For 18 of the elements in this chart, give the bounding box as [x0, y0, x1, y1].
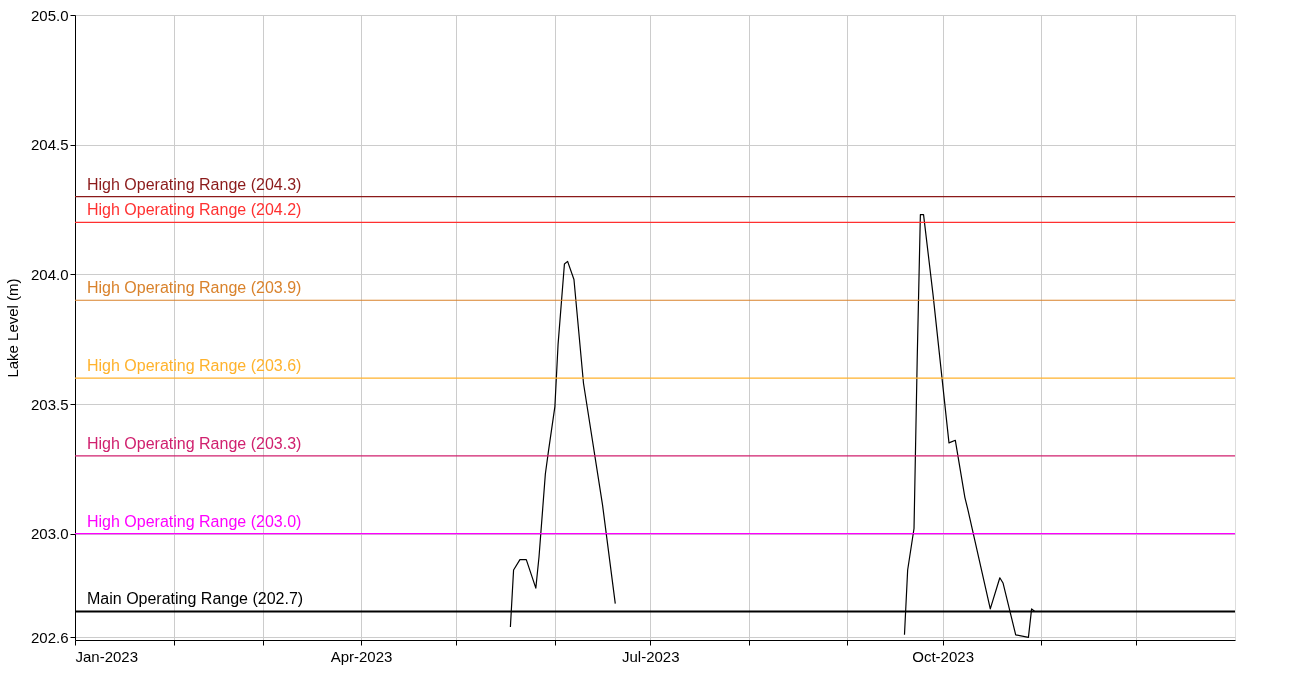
x-tick-label: Jul-2023: [621, 647, 680, 665]
ref-line-label: High Operating Range (203.0): [87, 512, 302, 530]
ref-line-label: High Operating Range (204.3): [87, 175, 302, 193]
y-tick-label: 203.0: [30, 525, 69, 543]
ref-line-label: Main Operating Range (202.7): [87, 590, 304, 608]
y-tick-label: 205.0: [30, 6, 69, 24]
x-tick-label: Apr-2023: [330, 647, 393, 665]
y-tick-label: 203.5: [30, 395, 69, 413]
x-tick-label: Oct-2023: [912, 647, 974, 665]
y-tick-label: 202.6: [30, 628, 69, 646]
x-tick-label: Jan-2023: [75, 647, 139, 665]
y-tick-label: 204.0: [30, 265, 69, 283]
ref-line-label: High Operating Range (203.3): [87, 434, 302, 452]
ref-line-label: High Operating Range (203.9): [87, 279, 302, 297]
y-tick-label: 204.5: [30, 136, 69, 154]
y-axis-title: Lake Level (m): [3, 278, 21, 378]
ref-line-label: High Operating Range (204.2): [87, 201, 302, 219]
ref-line-label: High Operating Range (203.6): [87, 357, 302, 375]
